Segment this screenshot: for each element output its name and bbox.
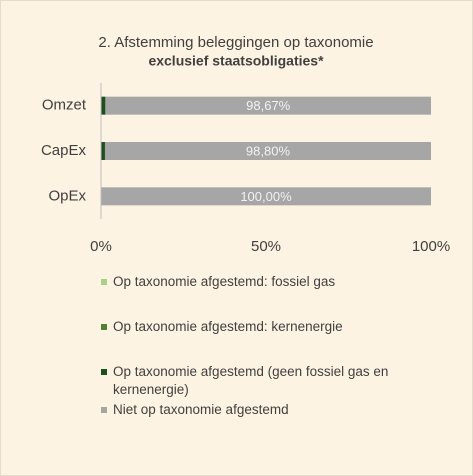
- x-tick-label: 0%: [90, 238, 112, 255]
- category-label: Omzet: [42, 97, 87, 114]
- bar-segment: [101, 142, 105, 160]
- legend-label: Op taxonomie afgestemd: fossiel gas: [113, 274, 336, 289]
- legend-swatch: [101, 407, 107, 413]
- legend-swatch: [101, 324, 107, 330]
- data-label: 98,67%: [246, 98, 291, 113]
- category-label: CapEx: [41, 142, 87, 159]
- bar-segment: [104, 142, 432, 160]
- legend-entry: Op taxonomie afgestemd (geen fossiel gas…: [101, 363, 403, 399]
- chart-title: 2. Afstemming beleggingen op taxonomie: [98, 34, 373, 51]
- legend-label: Niet op taxonomie afgestemd: [113, 402, 289, 417]
- legend-label: Op taxonomie afgestemd (geen fossiel gas…: [113, 364, 389, 397]
- bar-segment: [101, 187, 431, 206]
- legend-label: Op taxonomie afgestemd: kernenergie: [113, 319, 343, 334]
- bar-segment: [101, 96, 106, 115]
- data-label: 100,00%: [240, 189, 292, 204]
- legend-entry: Op taxonomie afgestemd: fossiel gas: [101, 273, 403, 291]
- legend-swatch: [101, 369, 107, 375]
- x-tick-label: 100%: [412, 238, 450, 255]
- legend-entry: Niet op taxonomie afgestemd: [101, 401, 403, 419]
- legend-swatch: [101, 279, 107, 285]
- category-label: OpEx: [48, 187, 86, 204]
- x-tick-label: 50%: [251, 238, 281, 255]
- chart-subtitle: exclusief staatsobligaties*: [148, 53, 324, 69]
- data-label: 98,80%: [246, 143, 291, 158]
- bar-segment: [105, 96, 431, 115]
- legend-entry: Op taxonomie afgestemd: kernenergie: [101, 318, 403, 336]
